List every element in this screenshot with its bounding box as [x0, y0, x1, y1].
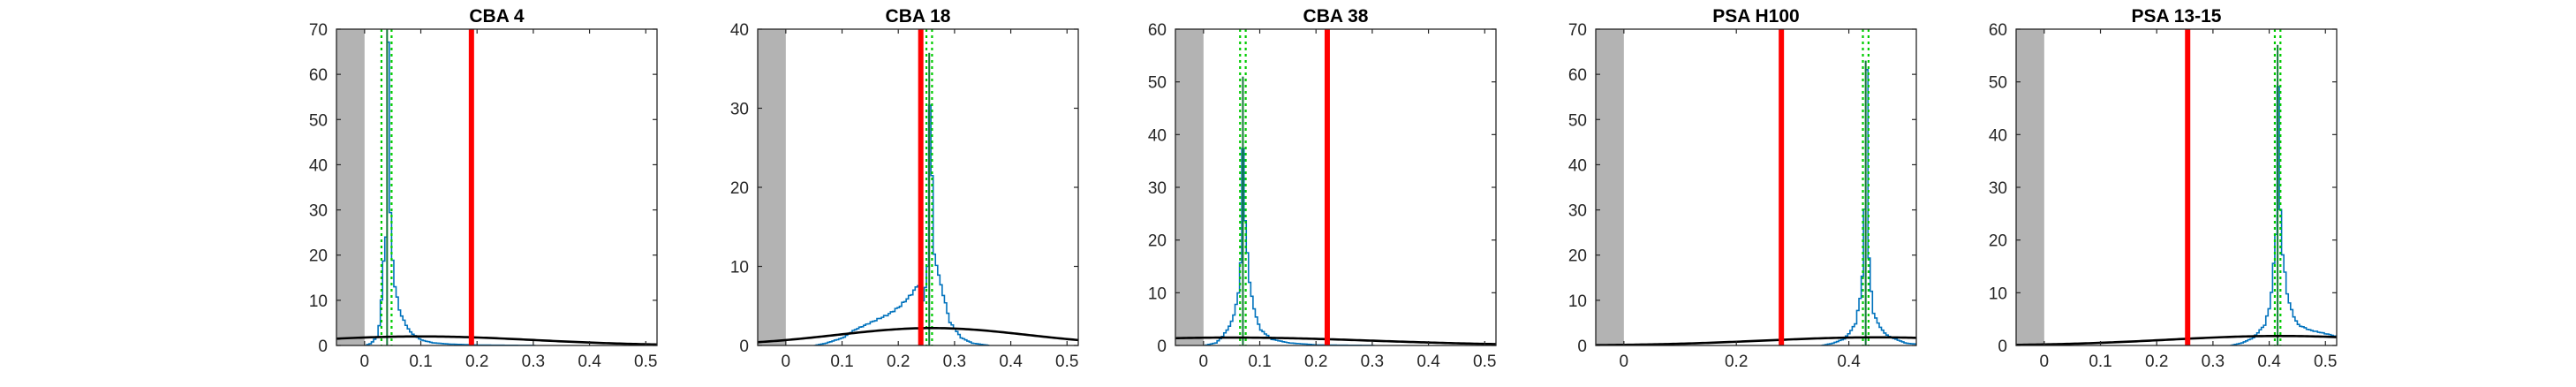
- y-tick-label: 40: [309, 156, 328, 175]
- y-tick-label: 30: [1989, 179, 2007, 198]
- axes-box: [757, 28, 1079, 346]
- y-tick-label: 0: [739, 338, 749, 356]
- y-tick-label: 50: [1989, 74, 2007, 93]
- y-tick-label: 70: [1568, 21, 1587, 40]
- y-tick-label: 70: [309, 21, 328, 40]
- y-tick-label: 10: [1989, 285, 2007, 303]
- shaded-region: [1596, 29, 1624, 345]
- y-tick-label: 0: [1998, 338, 2007, 356]
- y-tick-label: 10: [1148, 285, 1167, 303]
- gaussian-curve: [336, 335, 657, 345]
- chart-panel-4: 0 0.2 0.4 0 10 20 30 40 50 60 70 PSA H100: [1568, 6, 1917, 371]
- x-tick-label: 0.1: [409, 353, 432, 371]
- y-tick-label: 0: [318, 338, 328, 356]
- histogram-series: [364, 29, 536, 345]
- chart-panel-3: 0 0.1 0.2 0.3 0.4 0.5 0 10 20 30 40 50 60 CBA 38: [1148, 6, 1497, 371]
- x-tick-label: 0.1: [1248, 353, 1271, 371]
- x-tick-label: 0.5: [1055, 353, 1078, 371]
- y-tick-label: 50: [309, 111, 328, 130]
- y-tick-label: 60: [309, 66, 328, 85]
- x-tick-label: 0.2: [465, 353, 488, 371]
- x-tick-label: 0.5: [2314, 353, 2337, 371]
- y-tick-label: 0: [1157, 338, 1167, 356]
- y-tick-label: 60: [1568, 66, 1587, 85]
- y-tick-label: 30: [1568, 202, 1587, 221]
- chart-panel-2: 0 0.1 0.2 0.3 0.4 0.5 0 10 20 30 40 CBA 18: [730, 6, 1079, 371]
- plot-area: [1596, 29, 1916, 345]
- x-tick-label: 0.1: [830, 353, 853, 371]
- plot-area: [2016, 29, 2337, 345]
- x-tick-label: 0.2: [1725, 353, 1748, 371]
- y-tick-label: 50: [1148, 74, 1167, 93]
- y-tick-label: 30: [730, 101, 749, 119]
- x-tick-label: 0.4: [1416, 353, 1440, 371]
- axes-box: [1595, 28, 1917, 346]
- x-tick-label: 0.5: [1473, 353, 1496, 371]
- shaded-region: [336, 29, 365, 345]
- x-tick-label: 0.1: [2089, 353, 2111, 371]
- shaded-region: [2016, 29, 2044, 345]
- y-tick-label: 40: [1989, 126, 2007, 145]
- chart-title: CBA 38: [1303, 6, 1369, 27]
- x-tick-label: 0.2: [1304, 353, 1327, 371]
- y-tick-label: 20: [1148, 232, 1167, 251]
- x-tick-label: 0.4: [578, 353, 601, 371]
- y-tick-label: 60: [1148, 21, 1167, 40]
- x-tick-label: 0: [1620, 353, 1629, 371]
- plot-area: [758, 29, 1078, 345]
- chart-panel-5: 0 0.1 0.2 0.3 0.4 0.5 0 10 20 30 40 50 60 PSA 13-15: [1989, 6, 2338, 371]
- chart-title: PSA 13-15: [2132, 6, 2222, 27]
- plot-area: [336, 29, 657, 345]
- histogram-series: [2230, 44, 2337, 345]
- y-tick-label: 10: [309, 292, 328, 311]
- x-tick-label: 0.5: [634, 353, 657, 371]
- y-tick-label: 30: [309, 202, 328, 221]
- x-tick-label: 0.3: [943, 353, 966, 371]
- chart-title: CBA 18: [886, 6, 951, 27]
- y-tick-label: 40: [1568, 156, 1587, 175]
- gaussian-curve: [1596, 336, 1916, 345]
- y-tick-label: 10: [730, 259, 749, 277]
- axes-box: [1175, 28, 1497, 346]
- x-tick-label: 0: [360, 353, 370, 371]
- x-tick-label: 0: [782, 353, 791, 371]
- chart-title: CBA 4: [469, 6, 525, 27]
- shaded-region: [758, 29, 786, 345]
- y-tick-label: 20: [730, 179, 749, 198]
- y-tick-label: 60: [1989, 21, 2007, 40]
- chart-title: PSA H100: [1712, 6, 1799, 27]
- y-tick-label: 40: [1148, 126, 1167, 145]
- x-tick-label: 0: [2040, 353, 2050, 371]
- x-tick-label: 0.4: [1837, 353, 1861, 371]
- y-tick-label: 20: [309, 247, 328, 266]
- x-tick-label: 0.3: [2202, 353, 2225, 371]
- y-tick-label: 20: [1989, 232, 2007, 251]
- y-tick-label: 40: [730, 21, 749, 40]
- gaussian-curve: [758, 327, 1078, 344]
- y-tick-label: 30: [1148, 179, 1167, 198]
- x-tick-label: 0.3: [1361, 353, 1384, 371]
- x-tick-label: 0: [1199, 353, 1209, 371]
- x-tick-label: 0.4: [999, 353, 1023, 371]
- gaussian-curve: [2016, 334, 2337, 345]
- y-tick-label: 50: [1568, 111, 1587, 130]
- y-tick-label: 20: [1568, 247, 1587, 266]
- histogram-series: [813, 52, 990, 345]
- histogram-series: [1203, 76, 1375, 345]
- y-tick-label: 0: [1577, 338, 1587, 356]
- x-tick-label: 0.2: [2145, 353, 2168, 371]
- x-tick-label: 0.4: [2257, 353, 2281, 371]
- y-tick-label: 10: [1568, 292, 1587, 311]
- plot-area: [1175, 29, 1496, 345]
- gaussian-curve: [1175, 336, 1496, 345]
- chart-panel-1: 0 0.1 0.2 0.3 0.4 0.5 0 10 20 30 40 50 60 70 CBA 4: [309, 6, 658, 371]
- x-tick-label: 0.2: [887, 353, 910, 371]
- axes-box: [336, 28, 658, 346]
- shaded-region: [1175, 29, 1204, 345]
- x-tick-label: 0.3: [522, 353, 545, 371]
